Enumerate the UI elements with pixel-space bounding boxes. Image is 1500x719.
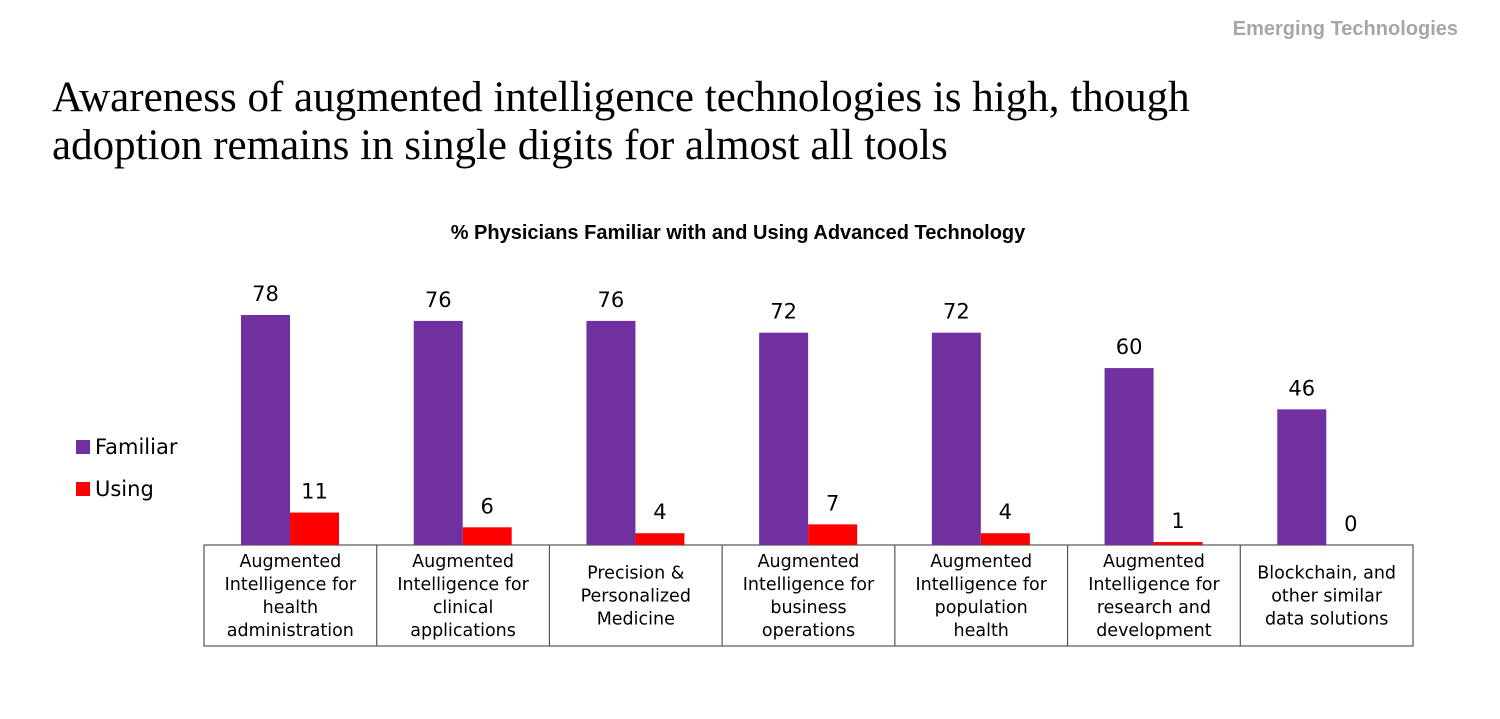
category-label: other similar bbox=[1271, 587, 1383, 607]
category-label: population bbox=[935, 598, 1028, 618]
category-label: Personalized bbox=[581, 587, 691, 607]
category-label: Precision & bbox=[587, 564, 685, 584]
data-label-familiar: 76 bbox=[598, 288, 625, 312]
category-label: health bbox=[954, 621, 1009, 641]
category-label: Augmented bbox=[412, 552, 514, 572]
data-label-using: 4 bbox=[999, 500, 1012, 524]
data-label-using: 6 bbox=[481, 494, 494, 518]
chart-title: % Physicians Familiar with and Using Adv… bbox=[450, 222, 1026, 244]
data-label-familiar: 72 bbox=[770, 300, 797, 324]
bar-using bbox=[635, 533, 685, 545]
slide-title-line-1: Awareness of augmented intelligence tech… bbox=[52, 74, 1190, 121]
bar-using bbox=[1153, 542, 1203, 545]
category-label: Augmented bbox=[1103, 552, 1205, 572]
slide-title-line-2: adoption remains in single digits for al… bbox=[52, 122, 948, 169]
category-label: development bbox=[1096, 621, 1212, 641]
bar-familiar bbox=[1104, 368, 1154, 545]
legend-swatch-familiar bbox=[76, 440, 90, 454]
category-label: Intelligence for bbox=[915, 575, 1047, 595]
category-label: Intelligence for bbox=[1088, 575, 1220, 595]
bar-familiar bbox=[413, 320, 463, 545]
section-tag: Emerging Technologies bbox=[1232, 18, 1458, 40]
category-label: Medicine bbox=[597, 610, 675, 630]
slide-title: Awareness of augmented intelligence tech… bbox=[52, 74, 1432, 170]
bar-using bbox=[462, 527, 512, 545]
chart-legend: Familiar Using bbox=[76, 426, 177, 510]
legend-swatch-using bbox=[76, 482, 90, 496]
category-label: applications bbox=[410, 621, 516, 641]
category-label: clinical bbox=[433, 598, 494, 618]
bar-familiar bbox=[241, 315, 290, 545]
legend-label-using: Using bbox=[95, 477, 154, 501]
data-label-familiar: 78 bbox=[252, 282, 279, 306]
data-label-using: 7 bbox=[826, 491, 839, 515]
legend-item-using: Using bbox=[76, 468, 177, 510]
category-label: data solutions bbox=[1265, 610, 1388, 630]
data-label-familiar: 46 bbox=[1288, 376, 1315, 400]
legend-item-familiar: Familiar bbox=[76, 426, 177, 468]
bar-using bbox=[290, 512, 339, 545]
bar-familiar bbox=[759, 332, 809, 545]
category-label: research and bbox=[1097, 598, 1211, 618]
category-label: Blockchain, and bbox=[1257, 564, 1396, 584]
category-label: Intelligence for bbox=[225, 575, 357, 595]
category-label: business bbox=[770, 598, 846, 618]
data-label-using: 1 bbox=[1171, 509, 1184, 533]
category-label: Intelligence for bbox=[397, 575, 529, 595]
category-label: Augmented bbox=[239, 552, 341, 572]
legend-label-familiar: Familiar bbox=[95, 435, 178, 459]
data-label-using: 11 bbox=[301, 480, 328, 504]
category-label: administration bbox=[227, 621, 354, 641]
category-label: Augmented bbox=[758, 552, 860, 572]
bar-familiar bbox=[586, 320, 636, 545]
data-label-using: 0 bbox=[1344, 512, 1357, 536]
category-label: Augmented bbox=[930, 552, 1032, 572]
category-label: operations bbox=[762, 621, 855, 641]
data-label-familiar: 72 bbox=[943, 300, 970, 324]
bar-familiar bbox=[1277, 409, 1327, 545]
data-label-using: 4 bbox=[653, 500, 666, 524]
category-label: Intelligence for bbox=[743, 575, 875, 595]
data-label-familiar: 60 bbox=[1116, 335, 1143, 359]
bar-using bbox=[808, 524, 858, 545]
category-label: health bbox=[263, 598, 318, 618]
bar-using bbox=[980, 533, 1030, 545]
bar-familiar bbox=[931, 332, 981, 545]
data-label-familiar: 76 bbox=[425, 288, 452, 312]
